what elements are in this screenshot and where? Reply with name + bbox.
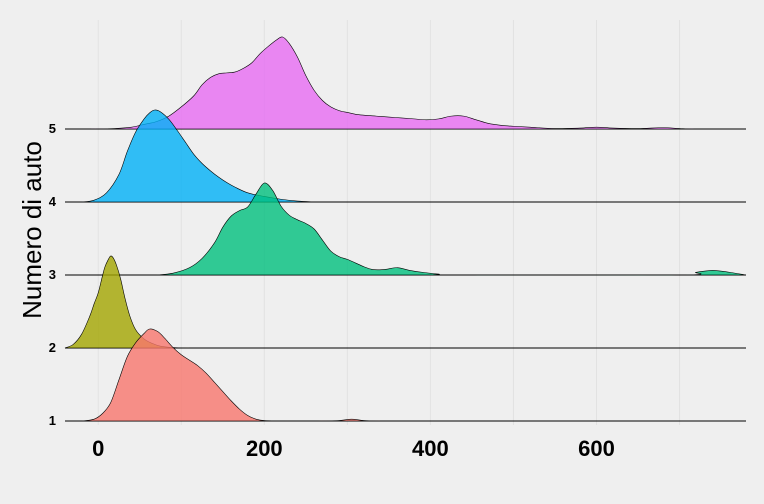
ridge-density-1 (81, 328, 381, 422)
x-tick-label: 600 (578, 436, 615, 461)
ridge-4 (65, 109, 746, 203)
y-axis-label: Numero di auto (17, 141, 47, 319)
x-tick-label: 400 (412, 436, 449, 461)
y-tick-label: 3 (49, 267, 56, 282)
ridge-density-5 (89, 36, 747, 130)
ridges (64, 36, 747, 422)
y-tick-label: 4 (49, 194, 57, 209)
ridge-1 (65, 328, 746, 422)
ridge-density-3 (156, 182, 747, 276)
y-tick-label: 2 (49, 340, 56, 355)
ridge-density-4 (81, 109, 315, 203)
x-axis-ticks: 0 200 400 600 (92, 436, 615, 461)
y-tick-label: 5 (49, 121, 56, 136)
ridge-density-2 (64, 255, 190, 349)
y-tick-label: 1 (49, 413, 56, 428)
y-axis-ticks: 1 2 3 4 5 (49, 121, 57, 428)
ridge-3 (65, 182, 747, 276)
x-tick-label: 0 (92, 436, 104, 461)
x-tick-label: 200 (246, 436, 283, 461)
ridge-5 (65, 36, 747, 130)
